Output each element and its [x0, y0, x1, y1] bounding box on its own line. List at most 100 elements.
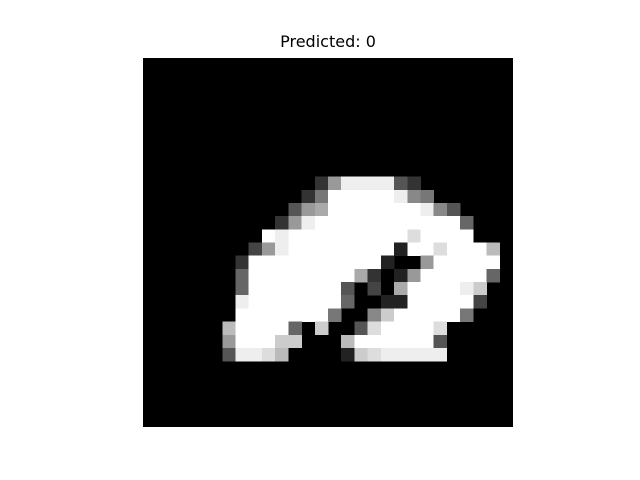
digit-pixel — [473, 242, 487, 256]
digit-pixel — [261, 347, 276, 362]
digit-pixel — [275, 282, 289, 296]
digit-pixel — [380, 321, 395, 336]
digit-pixel — [314, 229, 329, 243]
digit-pixel — [407, 308, 421, 322]
digit-pixel — [328, 295, 342, 309]
digit-pixel — [235, 282, 249, 296]
digit-pixel — [354, 202, 368, 217]
digit-pixel — [301, 202, 316, 217]
digit-pixel — [301, 216, 316, 230]
digit-pixel — [328, 202, 342, 217]
digit-pixel — [301, 308, 316, 322]
digit-pixel — [446, 268, 461, 283]
digit-pixel — [301, 242, 316, 256]
digit-pixel — [222, 347, 236, 362]
digit-pixel — [248, 242, 263, 256]
digit-pixel — [407, 321, 421, 336]
digit-pixel — [380, 216, 395, 230]
digit-pixel — [460, 229, 474, 243]
digit-pixel — [275, 242, 289, 256]
digit-pixel — [288, 295, 302, 309]
digit-pixel — [433, 347, 448, 362]
digit-pixel — [420, 347, 434, 362]
digit-pixel — [248, 282, 263, 296]
digit-pixel — [354, 334, 368, 349]
digit-pixel — [301, 255, 316, 270]
digit-pixel — [420, 255, 434, 270]
digit-pixel — [420, 282, 434, 296]
digit-pixel — [275, 255, 289, 270]
digit-pixel — [328, 242, 342, 256]
digit-pixel — [328, 308, 342, 322]
digit-pixel — [275, 321, 289, 336]
digit-pixel — [394, 321, 408, 336]
digit-pixel — [407, 295, 421, 309]
digit-pixel — [394, 295, 408, 309]
digit-pixel — [433, 282, 448, 296]
digit-pixel — [367, 176, 382, 191]
digit-pixel — [354, 189, 368, 204]
digit-pixel — [394, 189, 408, 204]
digit-pixel — [235, 255, 249, 270]
digit-pixel — [301, 189, 316, 204]
digit-pixel — [380, 242, 395, 256]
digit-pixel — [222, 321, 236, 336]
digit-pixel — [380, 347, 395, 362]
digit-pixel — [288, 229, 302, 243]
digit-pixel — [328, 216, 342, 230]
digit-pixel — [407, 189, 421, 204]
digit-pixel — [394, 347, 408, 362]
digit-pixel — [261, 255, 276, 270]
digit-pixel — [420, 202, 434, 217]
digit-pixel — [341, 255, 355, 270]
digit-pixel — [367, 347, 382, 362]
digit-pixel — [446, 295, 461, 309]
digit-pixel — [275, 268, 289, 283]
digit-pixel — [420, 216, 434, 230]
digit-pixel — [460, 268, 474, 283]
digit-pixel — [420, 295, 434, 309]
digit-pixel — [407, 229, 421, 243]
digit-pixel — [341, 216, 355, 230]
digit-pixel — [314, 295, 329, 309]
digit-pixel — [248, 255, 263, 270]
digit-pixel — [248, 268, 263, 283]
digit-pixel — [328, 255, 342, 270]
digit-pixel — [275, 334, 289, 349]
digit-pixel — [367, 334, 382, 349]
digit-pixel — [486, 268, 501, 283]
digit-pixel — [341, 268, 355, 283]
digit-pixel — [420, 229, 434, 243]
digit-pixel — [473, 295, 487, 309]
digit-pixel — [446, 282, 461, 296]
digit-pixel — [420, 268, 434, 283]
digit-pixel — [460, 255, 474, 270]
digit-pixel — [394, 268, 408, 283]
digit-pixel — [261, 229, 276, 243]
digit-pixel — [460, 242, 474, 256]
digit-pixel — [301, 229, 316, 243]
digit-pixel — [354, 255, 368, 270]
digit-pixel — [367, 282, 382, 296]
digit-pixel — [288, 268, 302, 283]
digit-pixel — [394, 308, 408, 322]
digit-pixel — [288, 216, 302, 230]
digit-pixel — [314, 268, 329, 283]
digit-pixel — [380, 229, 395, 243]
digit-pixel — [420, 334, 434, 349]
digit-pixel — [235, 295, 249, 309]
digit-pixel — [288, 308, 302, 322]
digit-pixel — [367, 255, 382, 270]
digit-pixel — [288, 334, 302, 349]
digit-pixel — [380, 202, 395, 217]
digit-pixel — [367, 189, 382, 204]
digit-pixel — [433, 229, 448, 243]
digit-pixel — [394, 229, 408, 243]
digit-pixel — [433, 216, 448, 230]
digit-pixel — [261, 295, 276, 309]
digit-pixel — [433, 202, 448, 217]
digit-pixel — [433, 321, 448, 336]
digit-pixel — [420, 308, 434, 322]
figure-title: Predicted: 0 — [280, 32, 376, 51]
digit-image — [143, 58, 513, 427]
